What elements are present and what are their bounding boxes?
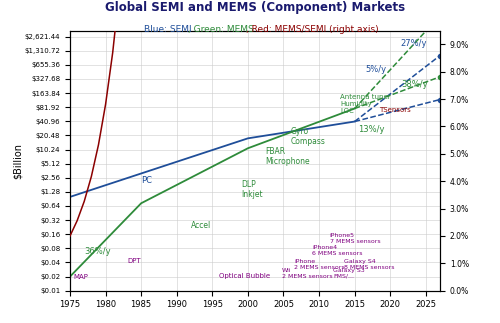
Text: MAP: MAP [74, 274, 88, 280]
Text: iPhone4
6 MEMS sensors: iPhone4 6 MEMS sensors [312, 245, 362, 256]
Text: Gyro
Compass: Gyro Compass [290, 127, 326, 146]
Text: , Red: MEMS/SEMI (right axis): , Red: MEMS/SEMI (right axis) [246, 25, 379, 34]
Text: , Green: MEMS: , Green: MEMS [188, 25, 254, 34]
Text: 36%/y: 36%/y [84, 247, 111, 256]
Text: DLP
Inkjet: DLP Inkjet [241, 180, 262, 199]
Text: FBAR
Microphone: FBAR Microphone [266, 147, 310, 166]
Text: Antenna tuner
Humidity
LOC: Antenna tuner Humidity LOC [340, 93, 391, 113]
Text: 38%/y: 38%/y [401, 80, 427, 89]
Y-axis label: $Billion: $Billion [13, 143, 23, 179]
Text: TSensors: TSensors [380, 107, 412, 113]
Title: Global SEMI and MEMS (Component) Markets: Global SEMI and MEMS (Component) Markets [105, 1, 405, 14]
Text: iPhone
2 MEMS sensors: iPhone 2 MEMS sensors [294, 259, 345, 270]
Text: Galaxy S4
8 MEMS sensors: Galaxy S4 8 MEMS sensors [344, 259, 395, 270]
Text: Blue: SEMI: Blue: SEMI [144, 25, 191, 34]
Text: Accel: Accel [191, 221, 211, 230]
Text: 13%/y: 13%/y [358, 125, 384, 134]
Text: iPhone5
7 MEMS sensors: iPhone5 7 MEMS sensors [330, 233, 380, 244]
Text: 5%/y: 5%/y [366, 65, 386, 74]
Text: 27%/y: 27%/y [401, 39, 427, 48]
Text: Wii
2 MEMS sensors: Wii 2 MEMS sensors [282, 268, 333, 279]
Text: PC: PC [141, 176, 152, 185]
Text: Galaxy S3
FMS/...: Galaxy S3 FMS/... [334, 268, 365, 279]
Text: Blue: SEMI, Green: MEMS, Red: MEMS/SEMI (right axis): Blue: SEMI, Green: MEMS, Red: MEMS/SEMI … [127, 20, 373, 29]
Text: DPT: DPT [127, 257, 140, 264]
Text: Optical Bubble: Optical Bubble [220, 273, 270, 279]
